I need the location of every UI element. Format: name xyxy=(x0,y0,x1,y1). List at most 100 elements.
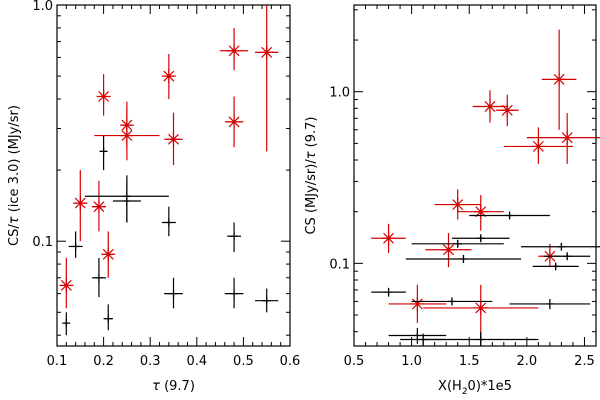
data-point-black xyxy=(532,262,579,271)
x-tick-label: 0.1 xyxy=(47,354,68,369)
x-tick-label: 1.5 xyxy=(459,354,480,369)
data-point-black xyxy=(62,312,71,336)
data-point-red xyxy=(164,112,183,166)
data-point-red xyxy=(503,127,573,164)
data-point-red xyxy=(220,27,249,71)
y-tick-label: 0.1 xyxy=(32,235,53,250)
y-tick-label: 0.1 xyxy=(329,257,350,272)
data-point-red xyxy=(388,284,447,323)
data-point-red xyxy=(161,54,176,99)
asterisk-stroke xyxy=(443,244,454,256)
data-point-black xyxy=(255,288,279,313)
data-point-red xyxy=(425,233,472,268)
data-point-black xyxy=(451,234,510,243)
right-x-axis-label-suffix: 0)*1e5 xyxy=(468,379,512,394)
asterisk-stroke xyxy=(60,279,72,291)
data-point-black xyxy=(411,297,493,306)
x-tick-label: 0.4 xyxy=(186,354,207,369)
left-x-axis-label-tau: τ xyxy=(152,379,160,394)
asterisk-stroke xyxy=(228,116,240,128)
data-point-red xyxy=(457,195,504,231)
asterisk-stroke xyxy=(561,132,573,144)
data-point-red xyxy=(96,74,111,116)
data-point-red xyxy=(101,231,116,278)
left-data-marks xyxy=(59,5,279,336)
data-point-red xyxy=(371,223,406,253)
data-point-black xyxy=(103,304,113,331)
data-point-black xyxy=(164,277,183,309)
left-y-axis-label-tau: τ xyxy=(7,216,22,224)
data-point-black xyxy=(509,298,591,310)
left-panel: 0.1 0.2 0.3 0.4 0.5 0.6 0.1 1.0 τ (9.7) CS/τ (i… xyxy=(7,0,300,394)
data-point-red xyxy=(59,257,74,309)
data-point-black xyxy=(227,222,242,253)
data-point-red xyxy=(434,189,481,220)
data-point-red xyxy=(73,170,88,242)
data-point-black xyxy=(91,257,106,298)
right-axis-ticks: 0.5 1.0 1.5 2.0 2.5 0.1 1.0 xyxy=(329,5,596,369)
right-x-axis-label-sub: 2 xyxy=(462,387,468,397)
data-point-black xyxy=(544,252,591,261)
data-point-black xyxy=(411,239,504,248)
x-tick-label: 0.6 xyxy=(280,354,301,369)
left-plot-frame xyxy=(56,4,291,347)
right-x-axis-label-prefix: X(H xyxy=(438,379,462,394)
asterisk-stroke xyxy=(168,133,179,145)
asterisk-stroke xyxy=(98,90,110,102)
left-axis-ticks: 0.1 0.2 0.3 0.4 0.5 0.6 0.1 1.0 xyxy=(32,0,300,369)
x-tick-label: 0.3 xyxy=(140,354,161,369)
x-tick-label: 2.5 xyxy=(574,354,595,369)
asterisk-stroke xyxy=(74,197,86,209)
data-point-black xyxy=(112,180,141,223)
right-y-axis-label: CS (MJy/sr)/τ (9.7) xyxy=(304,116,319,234)
data-point-black xyxy=(224,277,244,309)
asterisk-stroke xyxy=(452,199,464,211)
data-point-black xyxy=(99,135,108,171)
data-point-red xyxy=(255,5,279,152)
data-point-black xyxy=(405,254,522,264)
left-x-axis-label-rest: (9.7) xyxy=(160,379,195,394)
asterisk-stroke xyxy=(501,104,513,116)
x-tick-label: 1.0 xyxy=(401,354,422,369)
asterisk-stroke xyxy=(411,298,423,310)
data-point-red xyxy=(224,96,244,148)
asterisk-stroke xyxy=(102,248,114,260)
asterisk-stroke xyxy=(121,130,133,142)
data-point-black xyxy=(469,211,550,220)
right-panel: 0.5 1.0 1.5 2.0 2.5 0.1 1.0 X(H20)*1e5 CS (MJy… xyxy=(304,4,600,397)
y-tick-label: 1.0 xyxy=(329,86,350,101)
asterisk-stroke xyxy=(228,45,240,57)
data-point-red xyxy=(541,29,577,130)
asterisk-stroke xyxy=(93,201,105,213)
data-point-red xyxy=(94,109,160,161)
data-point-black xyxy=(68,231,83,258)
x-tick-label: 0.5 xyxy=(233,354,254,369)
asterisk-stroke xyxy=(261,46,273,58)
left-y-axis-label: CS/τ (ice 3.0) (MJy/sr) xyxy=(7,105,22,246)
right-data-marks xyxy=(371,29,600,346)
left-y-axis-label-suffix: (ice 3.0) (MJy/sr) xyxy=(7,105,22,216)
x-tick-label: 2.0 xyxy=(517,354,538,369)
data-point-black xyxy=(521,242,600,251)
asterisk-stroke xyxy=(383,232,395,244)
right-plot-frame xyxy=(353,4,597,347)
asterisk-stroke xyxy=(532,140,544,152)
data-point-red xyxy=(91,180,106,232)
x-tick-label: 0.2 xyxy=(93,354,114,369)
left-x-axis-label: τ (9.7) xyxy=(152,379,195,394)
data-point-red xyxy=(472,90,508,123)
x-tick-label: 0.5 xyxy=(344,354,365,369)
data-point-red xyxy=(495,94,519,127)
right-y-axis-label-suffix: (9.7) xyxy=(304,116,319,151)
data-point-black xyxy=(161,206,176,237)
right-y-axis-label-prefix: CS (MJy/sr)/ xyxy=(304,159,319,235)
asterisk-stroke xyxy=(484,101,496,112)
left-y-axis-label-prefix: CS/ xyxy=(7,224,22,246)
right-y-axis-label-tau: τ xyxy=(304,151,319,159)
data-point-black xyxy=(371,287,406,297)
asterisk-stroke xyxy=(475,302,487,314)
asterisk-stroke xyxy=(553,73,565,85)
y-tick-label: 1.0 xyxy=(32,0,53,14)
data-point-red xyxy=(526,113,600,164)
